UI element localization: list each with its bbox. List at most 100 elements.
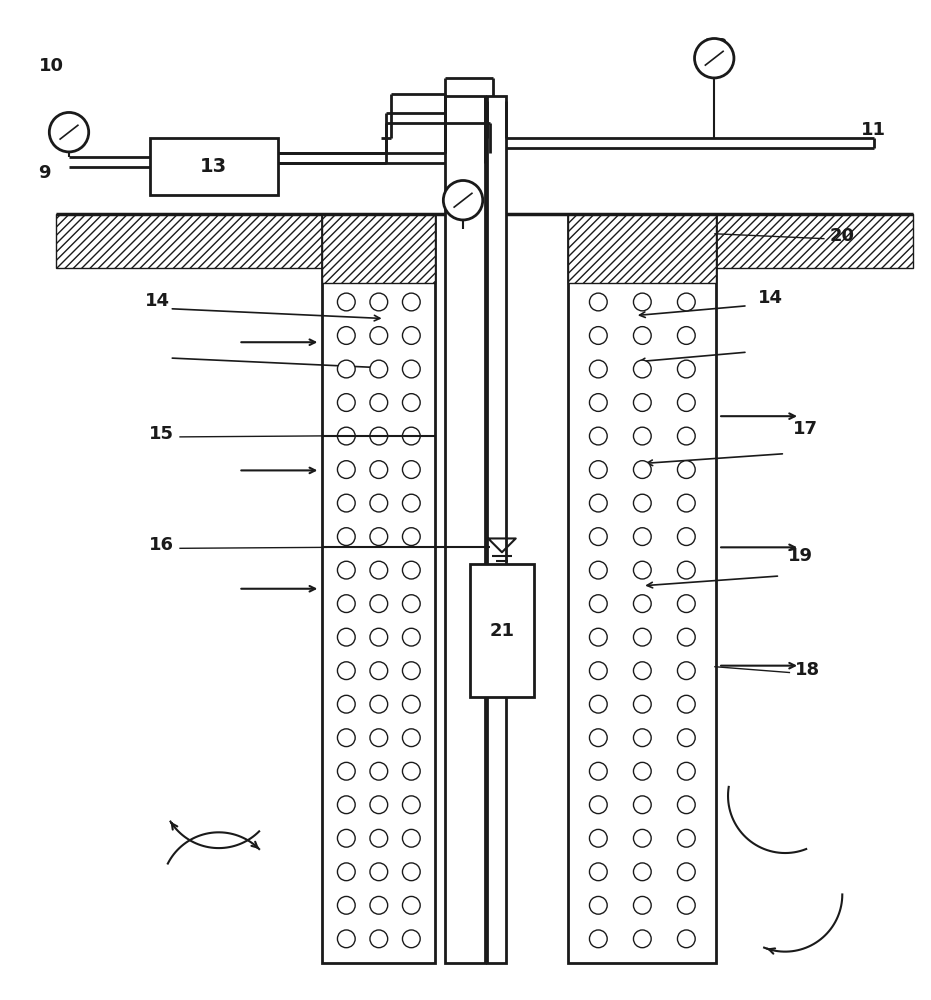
Circle shape — [337, 930, 355, 948]
Circle shape — [402, 394, 420, 411]
Circle shape — [678, 662, 695, 680]
Circle shape — [678, 528, 695, 545]
Circle shape — [678, 628, 695, 646]
Circle shape — [337, 695, 355, 713]
Circle shape — [678, 293, 695, 311]
Circle shape — [337, 628, 355, 646]
Circle shape — [337, 863, 355, 881]
Circle shape — [370, 561, 387, 579]
Circle shape — [370, 293, 387, 311]
Circle shape — [678, 360, 695, 378]
Circle shape — [633, 896, 651, 914]
Circle shape — [589, 327, 607, 344]
Circle shape — [678, 762, 695, 780]
Circle shape — [370, 327, 387, 344]
Circle shape — [678, 896, 695, 914]
Circle shape — [402, 461, 420, 478]
Circle shape — [402, 863, 420, 881]
Circle shape — [370, 595, 387, 613]
Circle shape — [633, 762, 651, 780]
Circle shape — [402, 729, 420, 747]
Circle shape — [370, 662, 387, 680]
Circle shape — [633, 695, 651, 713]
Circle shape — [678, 427, 695, 445]
Circle shape — [337, 327, 355, 344]
Circle shape — [370, 360, 387, 378]
Circle shape — [402, 829, 420, 847]
Bar — [150, 138, 277, 195]
Bar — [322, 214, 436, 283]
Bar — [322, 214, 436, 963]
Circle shape — [633, 628, 651, 646]
Circle shape — [402, 528, 420, 545]
Circle shape — [633, 360, 651, 378]
Circle shape — [633, 796, 651, 814]
Circle shape — [49, 112, 88, 152]
Circle shape — [402, 762, 420, 780]
Circle shape — [589, 695, 607, 713]
Circle shape — [678, 494, 695, 512]
Circle shape — [402, 327, 420, 344]
Bar — [569, 214, 716, 283]
Circle shape — [370, 896, 387, 914]
Circle shape — [370, 930, 387, 948]
Circle shape — [370, 829, 387, 847]
Circle shape — [633, 394, 651, 411]
Circle shape — [402, 628, 420, 646]
Circle shape — [337, 829, 355, 847]
Circle shape — [589, 863, 607, 881]
Circle shape — [589, 796, 607, 814]
Text: 22: 22 — [462, 230, 487, 248]
Circle shape — [678, 729, 695, 747]
Circle shape — [402, 427, 420, 445]
Text: 9: 9 — [38, 164, 50, 182]
Circle shape — [337, 561, 355, 579]
Circle shape — [402, 662, 420, 680]
Circle shape — [589, 729, 607, 747]
Text: 14: 14 — [145, 292, 169, 310]
Text: 21: 21 — [490, 622, 515, 640]
Circle shape — [633, 427, 651, 445]
Circle shape — [589, 494, 607, 512]
Circle shape — [633, 561, 651, 579]
Circle shape — [678, 394, 695, 411]
Circle shape — [402, 595, 420, 613]
Circle shape — [633, 528, 651, 545]
Circle shape — [633, 930, 651, 948]
Circle shape — [402, 796, 420, 814]
Circle shape — [337, 595, 355, 613]
Text: 12: 12 — [704, 37, 729, 55]
Text: 10: 10 — [39, 57, 63, 75]
Circle shape — [589, 662, 607, 680]
Circle shape — [370, 494, 387, 512]
Circle shape — [337, 360, 355, 378]
Circle shape — [589, 561, 607, 579]
Circle shape — [678, 829, 695, 847]
Circle shape — [633, 662, 651, 680]
Circle shape — [402, 896, 420, 914]
Circle shape — [337, 293, 355, 311]
Circle shape — [678, 327, 695, 344]
Circle shape — [370, 628, 387, 646]
Circle shape — [589, 360, 607, 378]
Circle shape — [633, 494, 651, 512]
Circle shape — [633, 293, 651, 311]
Circle shape — [370, 394, 387, 411]
Text: 14: 14 — [758, 289, 783, 307]
Text: 18: 18 — [795, 661, 820, 679]
Circle shape — [337, 394, 355, 411]
Circle shape — [402, 360, 420, 378]
Text: 11: 11 — [861, 121, 886, 139]
Circle shape — [337, 729, 355, 747]
Circle shape — [633, 595, 651, 613]
Circle shape — [337, 427, 355, 445]
Circle shape — [337, 662, 355, 680]
Circle shape — [337, 528, 355, 545]
Bar — [569, 214, 716, 963]
Circle shape — [589, 427, 607, 445]
Circle shape — [633, 829, 651, 847]
Circle shape — [337, 796, 355, 814]
Circle shape — [370, 796, 387, 814]
Circle shape — [678, 595, 695, 613]
Circle shape — [678, 796, 695, 814]
